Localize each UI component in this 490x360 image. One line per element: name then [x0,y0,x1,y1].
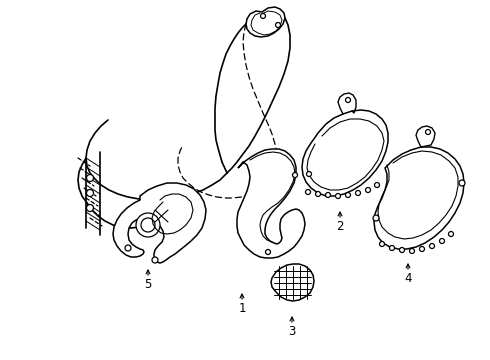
Circle shape [336,194,341,198]
Circle shape [345,193,350,198]
Polygon shape [374,147,464,249]
Circle shape [399,248,405,252]
Polygon shape [237,149,305,258]
Circle shape [448,231,454,237]
Circle shape [425,130,431,135]
Circle shape [373,215,379,221]
Circle shape [141,218,155,232]
Polygon shape [113,183,206,263]
Circle shape [379,242,385,247]
Circle shape [430,243,435,248]
Circle shape [261,14,266,18]
Circle shape [125,245,131,251]
Polygon shape [246,7,285,37]
Circle shape [325,193,330,198]
Text: 4: 4 [404,272,412,285]
Text: 2: 2 [336,220,344,233]
Circle shape [275,23,280,27]
Circle shape [87,175,94,181]
Circle shape [374,183,379,188]
Circle shape [345,98,350,103]
Circle shape [136,213,160,237]
Circle shape [266,249,270,255]
Circle shape [293,172,297,177]
Circle shape [419,247,424,252]
Circle shape [356,190,361,195]
Circle shape [307,171,312,176]
Text: 5: 5 [145,278,152,291]
Circle shape [316,192,320,197]
Text: 3: 3 [288,325,295,338]
Circle shape [459,180,465,186]
Circle shape [410,248,415,253]
Polygon shape [271,264,314,301]
Circle shape [390,246,394,251]
Circle shape [87,204,94,212]
Circle shape [87,189,94,197]
Circle shape [152,257,158,263]
Circle shape [366,188,370,193]
Circle shape [440,239,444,243]
Polygon shape [302,110,388,196]
Text: 1: 1 [238,302,246,315]
Circle shape [305,189,311,194]
